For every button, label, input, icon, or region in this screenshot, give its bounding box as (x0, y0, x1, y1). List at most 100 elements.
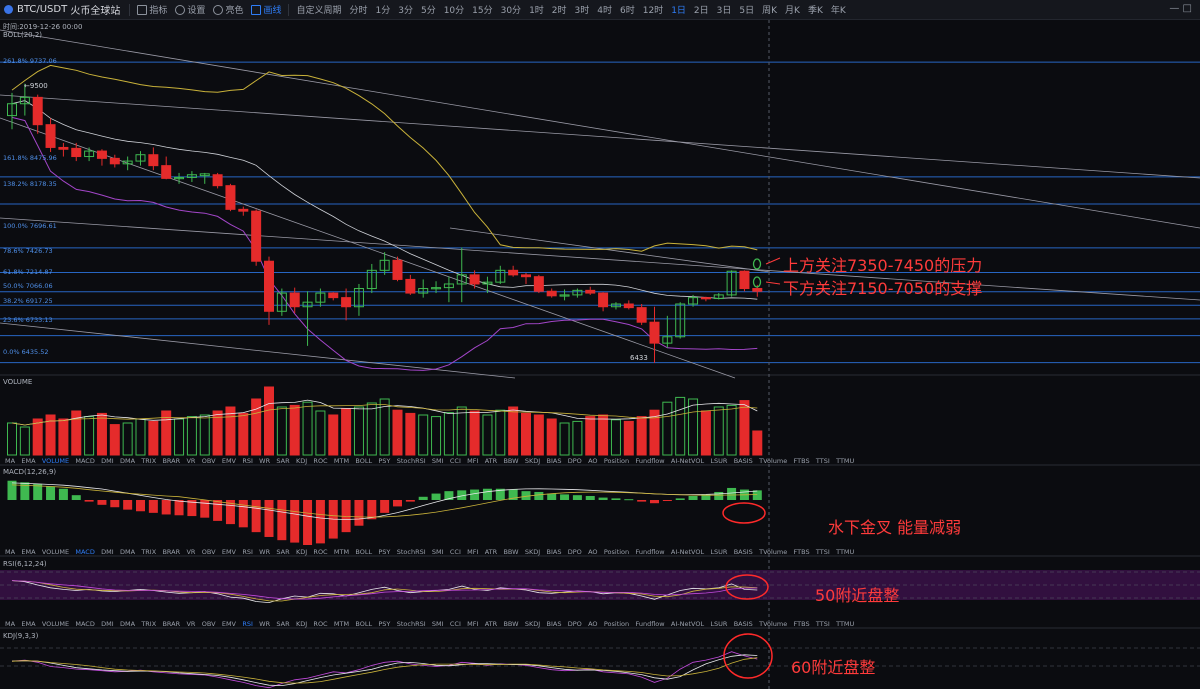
indicator-tab[interactable]: CCI (449, 548, 461, 556)
indicator-tab[interactable]: SMI (431, 620, 444, 628)
indicator-tab[interactable]: MACD (75, 457, 95, 465)
timeframe-2[interactable]: 3分 (398, 6, 413, 16)
indicator-tab[interactable]: ATR (484, 620, 498, 628)
timeframe-8[interactable]: 2时 (551, 6, 567, 16)
indicator-tab[interactable]: MTM (333, 548, 350, 556)
indicator-tab[interactable]: AO (588, 620, 598, 628)
indicator-tab[interactable]: SMI (431, 548, 444, 556)
indicator-tab[interactable]: VOLUME (41, 620, 70, 628)
indicator-tab[interactable]: DMI (101, 548, 114, 556)
indicator-tab[interactable]: BOLL (355, 620, 373, 628)
indicator-tab[interactable]: Fundflow (635, 457, 665, 465)
indicator-tab[interactable]: KDJ (295, 548, 308, 556)
indicator-tab[interactable]: MTM (333, 457, 350, 465)
indicator-tab[interactable]: WR (259, 548, 271, 556)
indicator-tab[interactable]: MACD (75, 620, 95, 628)
indicator-tab[interactable]: EMA (21, 620, 36, 628)
timeframe-10[interactable]: 4时 (597, 6, 612, 16)
indicator-tab[interactable]: BOLL (355, 457, 373, 465)
indicator-tab[interactable]: SAR (276, 620, 290, 628)
indicator-tab[interactable]: MA (5, 620, 16, 628)
indicator-tab[interactable]: MA (5, 457, 16, 465)
indicator-tab[interactable]: ROC (313, 548, 328, 556)
window-controls[interactable]: — □ (1169, 3, 1192, 14)
indicator-tab[interactable]: MFI (467, 457, 479, 465)
indicator-tab[interactable]: BOLL (355, 548, 373, 556)
indicator-tab[interactable]: LSUR (710, 620, 728, 628)
timeframe-7[interactable]: 1时 (529, 6, 544, 16)
indicator-tab[interactable]: LSUR (710, 457, 728, 465)
indicator-tab[interactable]: BIAS (546, 620, 562, 628)
indicator-tab[interactable]: StochRSI (396, 548, 426, 556)
indicator-tab[interactable]: BASIS (733, 620, 753, 628)
indicator-tab[interactable]: MFI (467, 548, 479, 556)
symbol-title[interactable]: BTC/USDT 火币全球站 (0, 2, 126, 17)
indicator-tab[interactable]: BIAS (546, 457, 562, 465)
indicator-tab[interactable]: SKDJ (524, 457, 541, 465)
indicator-tab[interactable]: FTBS (793, 548, 810, 556)
indicator-tab[interactable]: TVolume (759, 548, 788, 556)
timeframe-0[interactable]: 分时 (349, 6, 368, 16)
indicator-button[interactable]: 指标 (133, 3, 171, 16)
indicator-tab[interactable]: OBV (201, 548, 216, 556)
indicator-tab[interactable]: OBV (201, 620, 216, 628)
theme-button[interactable]: 亮色 (209, 3, 247, 16)
indicator-tab[interactable]: TRIX (141, 457, 157, 465)
indicator-tab[interactable]: EMV (221, 457, 237, 465)
indicator-tab[interactable]: MA (5, 548, 16, 556)
indicator-tab[interactable]: PSY (378, 457, 391, 465)
indicator-tab[interactable]: BBW (503, 620, 519, 628)
indicator-tab[interactable]: EMA (21, 457, 36, 465)
indicator-tab[interactable]: StochRSI (396, 457, 426, 465)
indicator-tab[interactable]: TVolume (759, 457, 788, 465)
timeframe-4[interactable]: 10分 (443, 6, 465, 16)
indicator-tab[interactable]: DMA (119, 620, 136, 628)
indicator-tab[interactable]: TVolume (759, 620, 788, 628)
indicator-tab[interactable]: ATR (484, 548, 498, 556)
indicator-tab[interactable]: FTBS (793, 457, 810, 465)
timeframe-3[interactable]: 5分 (420, 6, 436, 16)
indicator-tab[interactable]: BRAR (162, 620, 181, 628)
indicator-tab[interactable]: TRIX (141, 620, 157, 628)
draw-line-button[interactable]: 画线 (247, 3, 285, 16)
indicator-tab[interactable]: PSY (378, 620, 391, 628)
indicator-tab[interactable]: TRIX (141, 548, 157, 556)
custom-period-button[interactable]: 自定义周期 (296, 6, 342, 16)
indicator-tab[interactable]: VOLUME (41, 548, 70, 556)
indicator-tab[interactable]: AI-NetVOL (670, 548, 705, 556)
settings-button[interactable]: 设置 (171, 3, 209, 16)
indicator-tab[interactable]: StochRSI (396, 620, 426, 628)
timeframe-1[interactable]: 1分 (375, 6, 391, 16)
indicator-tab[interactable]: VR (186, 620, 196, 628)
indicator-tab[interactable]: PSY (378, 548, 391, 556)
indicator-tab[interactable]: RSI (242, 548, 253, 556)
indicator-tab[interactable]: CCI (449, 457, 461, 465)
indicator-tab[interactable]: TTMU (836, 548, 855, 556)
indicator-tab[interactable]: Fundflow (635, 620, 665, 628)
indicator-tab[interactable]: WR (259, 457, 271, 465)
indicator-tab[interactable]: BBW (503, 457, 519, 465)
timeframe-5[interactable]: 15分 (472, 6, 493, 16)
indicator-tab[interactable]: AO (588, 548, 598, 556)
indicator-tab[interactable]: MACD (75, 548, 95, 556)
indicator-tab[interactable]: EMV (221, 620, 237, 628)
indicator-tab[interactable]: DPO (567, 457, 582, 465)
indicator-tab[interactable]: EMA (21, 548, 36, 556)
indicator-tab[interactable]: TTMU (836, 457, 855, 465)
indicator-tab[interactable]: BBW (503, 548, 519, 556)
indicator-tab[interactable]: BASIS (733, 457, 753, 465)
indicator-tab[interactable]: OBV (201, 457, 216, 465)
indicator-tab[interactable]: DMI (101, 620, 114, 628)
indicator-tab[interactable]: VR (186, 457, 196, 465)
indicator-tab[interactable]: BASIS (733, 548, 753, 556)
indicator-tab[interactable]: ATR (484, 457, 498, 465)
timeframe-13[interactable]: 1日 (671, 6, 686, 16)
indicator-tab[interactable]: MFI (467, 620, 479, 628)
indicator-tab[interactable]: DPO (567, 548, 582, 556)
indicator-tab[interactable]: DMI (101, 457, 114, 465)
indicator-tab[interactable]: Position (603, 620, 630, 628)
indicator-tab[interactable]: Position (603, 548, 630, 556)
indicator-tab[interactable]: LSUR (710, 548, 728, 556)
timeframe-15[interactable]: 3日 (716, 6, 732, 16)
